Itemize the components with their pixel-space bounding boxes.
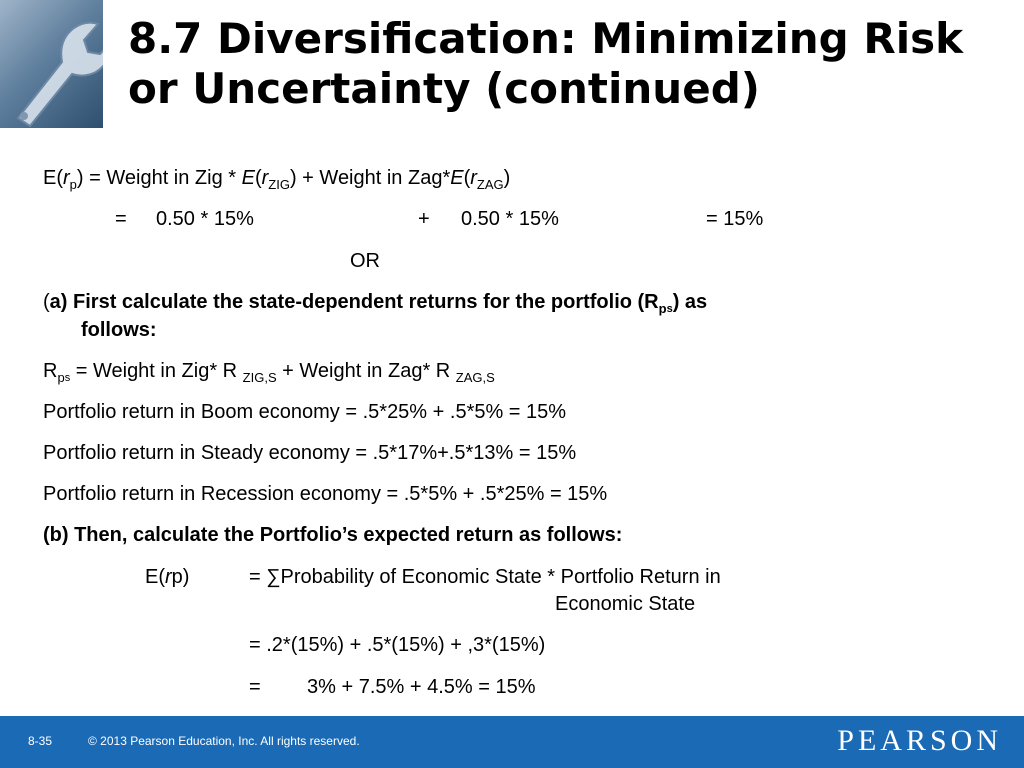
boom-return: Portfolio return in Boom economy = .5*25… <box>43 401 567 423</box>
state-return-formula: Rps = Weight in Zig* R ZIG,S + Weight in… <box>43 360 495 385</box>
pearson-logo: PEARSON <box>837 724 1002 757</box>
calc-equals: = <box>115 208 127 230</box>
erp-calculation: = .2*(15%) + .5*(15%) + ,3*(15%) <box>249 634 546 656</box>
or-label: OR <box>350 250 380 272</box>
slide-title: 8.7 Diversification: Minimizing Risk or … <box>128 14 964 113</box>
wrench-logo <box>0 0 103 128</box>
step-a-heading-cont: follows: <box>81 319 157 341</box>
erp-label: E(rp) <box>145 566 190 588</box>
erp-definition-cont: Economic State <box>555 593 696 615</box>
erp-definition: = ∑Probability of Economic State * Portf… <box>249 566 721 588</box>
steady-return: Portfolio return in Steady economy = .5*… <box>43 442 577 464</box>
step-b-heading: (b) Then, calculate the Portfolio’s expe… <box>43 524 623 546</box>
page-number: 8-35 <box>28 734 53 748</box>
erp-result-equals: = <box>249 676 261 698</box>
calc-result: = 15% <box>706 208 764 230</box>
recession-return: Portfolio return in Recession economy = … <box>43 483 608 505</box>
calc-term-2: 0.50 * 15% <box>461 208 559 230</box>
footer-bar: 8-35 © 2013 Pearson Education, Inc. All … <box>0 716 1024 768</box>
calc-plus: + <box>418 208 430 230</box>
wrench-icon <box>16 21 103 128</box>
portfolio-expected-return-formula: E(rp) = Weight in Zig * E(rZIG) + Weight… <box>43 167 511 192</box>
step-a-heading: (a) First calculate the state-dependent … <box>43 291 708 316</box>
erp-result: 3% + 7.5% + 4.5% = 15% <box>307 676 536 698</box>
calc-term-1: 0.50 * 15% <box>156 208 254 230</box>
copyright-text: © 2013 Pearson Education, Inc. All right… <box>88 734 360 748</box>
